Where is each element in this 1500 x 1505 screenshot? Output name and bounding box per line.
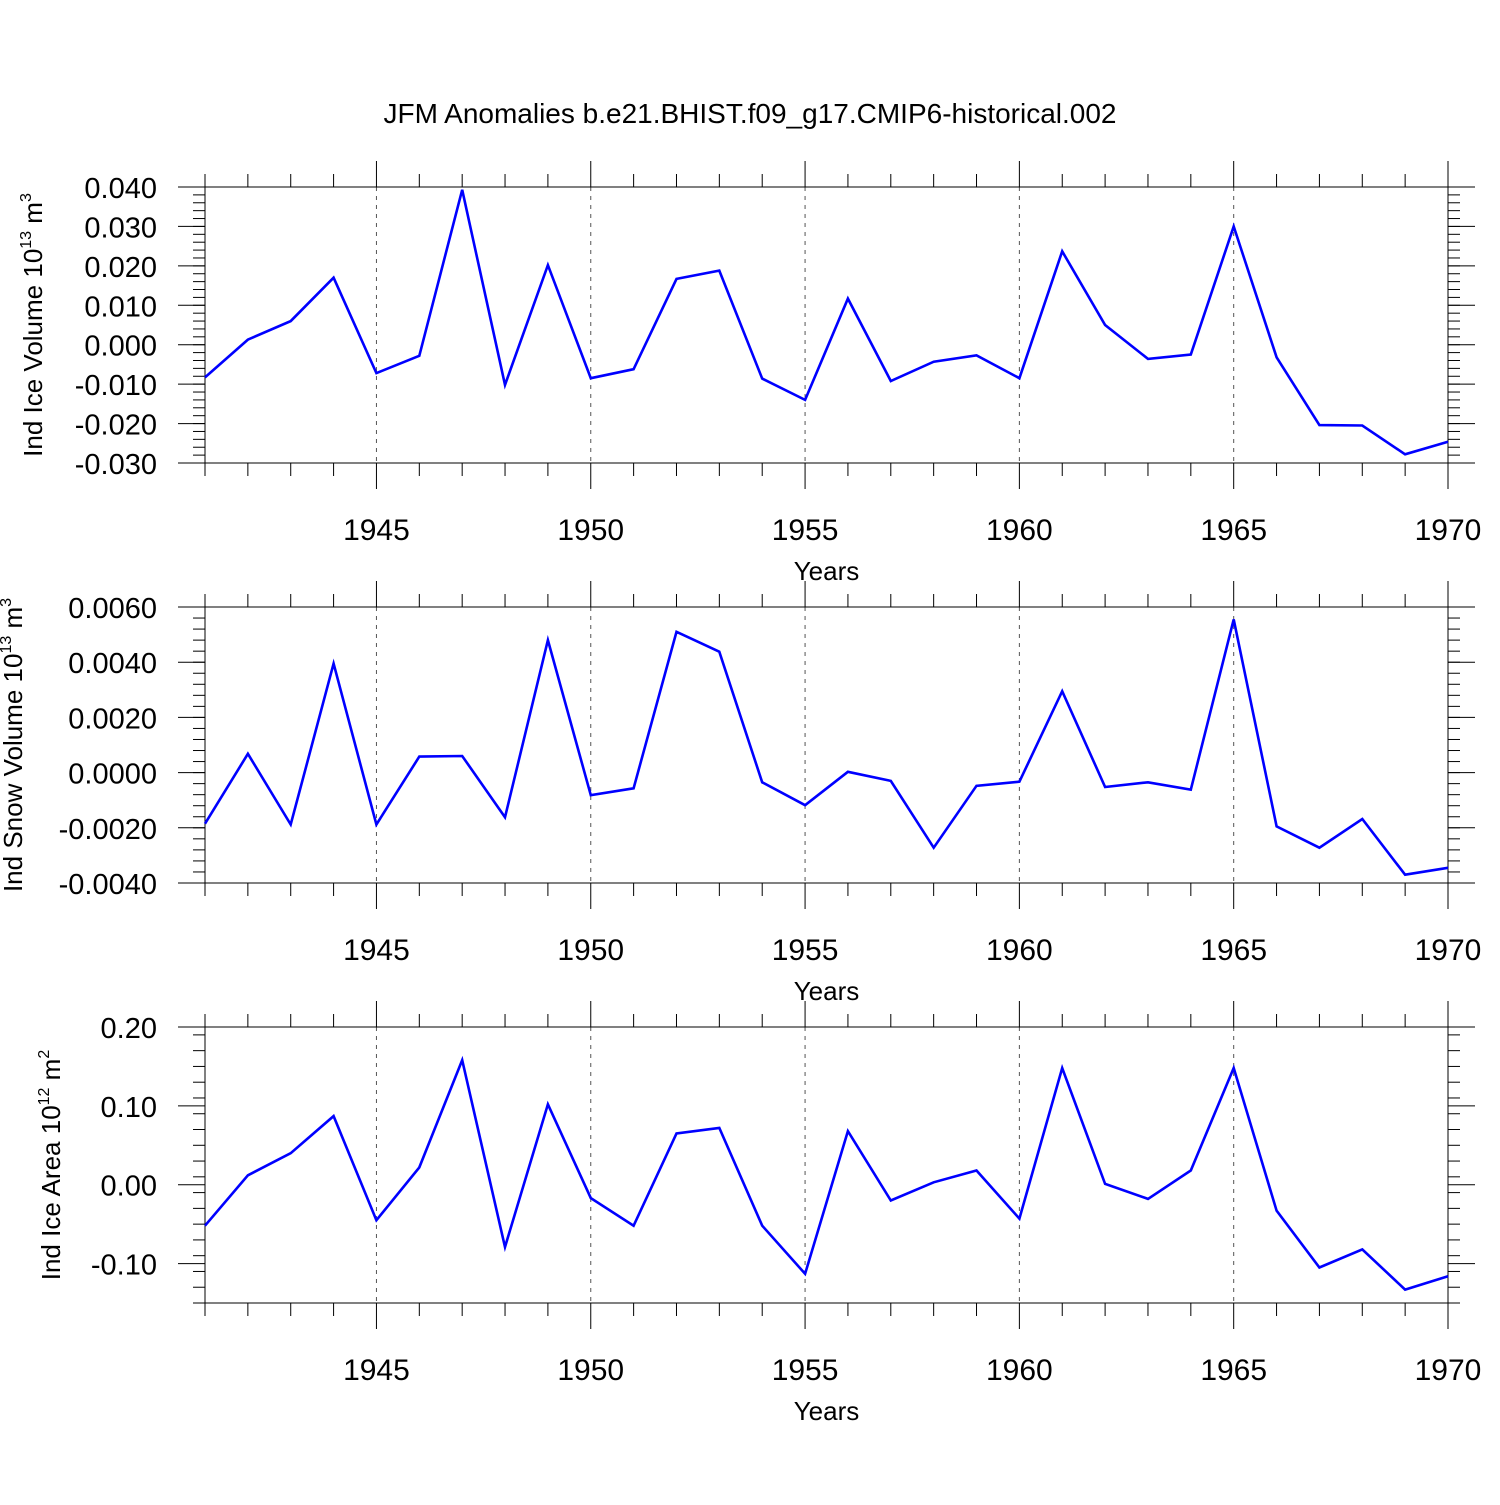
x-tick-label: 1950	[557, 1354, 624, 1387]
x-tick-label: 1955	[772, 514, 839, 547]
x-tick-label: 1960	[986, 514, 1053, 547]
y-tick-label: -0.030	[75, 449, 157, 481]
x-tick-label: 1945	[343, 514, 410, 547]
x-tick-label: 1965	[1200, 1354, 1267, 1387]
y-tick-label: 0.010	[84, 291, 157, 323]
x-tick-label: 1970	[1415, 934, 1482, 967]
x-axis-label: Years	[794, 1396, 860, 1426]
y-axis-label: Ind Snow Volume 1013 m3	[0, 598, 28, 892]
series-line	[205, 619, 1448, 874]
x-tick-label: 1955	[772, 1354, 839, 1387]
y-tick-label: 0.0020	[68, 703, 157, 735]
y-tick-label: 0.0060	[68, 593, 157, 625]
x-axis-label: Years	[794, 976, 860, 1006]
x-tick-label: 1970	[1415, 1354, 1482, 1387]
y-tick-label: -0.0040	[59, 869, 157, 901]
y-tick-label: -0.10	[91, 1250, 157, 1282]
series-line	[205, 190, 1448, 455]
y-axis-label: Ind Ice Volume 1013 m3	[18, 193, 48, 457]
y-tick-label: 0.0040	[68, 648, 157, 680]
x-tick-label: 1950	[557, 934, 624, 967]
x-tick-label: 1970	[1415, 514, 1482, 547]
x-tick-label: 1945	[343, 934, 410, 967]
y-axis-label: Ind Ice Area 1012 m2	[36, 1050, 66, 1281]
figure-title: JFM Anomalies b.e21.BHIST.f09_g17.CMIP6-…	[0, 98, 1500, 130]
panel-3: -0.10 0.00 0.10 0.20 1945 1950 1955 1960 1965 197…	[36, 1001, 1481, 1426]
x-axis-label: Years	[794, 556, 860, 586]
y-tick-label: 0.020	[84, 252, 157, 284]
x-tick-label: 1965	[1200, 934, 1267, 967]
y-tick-label: 0.030	[84, 212, 157, 244]
x-tick-label: 1960	[986, 934, 1053, 967]
x-tick-label: 1965	[1200, 514, 1267, 547]
x-tick-label: 1960	[986, 1354, 1053, 1387]
series-line	[205, 1060, 1448, 1290]
y-tick-label: -0.020	[75, 410, 157, 442]
plot-frame	[205, 607, 1448, 883]
y-tick-label: 0.000	[84, 331, 157, 363]
y-tick-label: -0.0020	[59, 814, 157, 846]
x-tick-label: 1945	[343, 1354, 410, 1387]
panel-1: -0.030 -0.020 -0.010 0.000 0.010 0.020 0.030 0.…	[18, 161, 1481, 586]
x-tick-label: 1955	[772, 934, 839, 967]
y-tick-label: -0.010	[75, 370, 157, 402]
y-tick-label: 0.10	[101, 1092, 157, 1124]
plot-frame	[205, 187, 1448, 463]
x-tick-label: 1950	[557, 514, 624, 547]
y-tick-label: 0.00	[101, 1171, 157, 1203]
y-tick-label: 0.040	[84, 173, 157, 205]
y-tick-label: 0.0000	[68, 759, 157, 791]
panel-2: -0.0040 -0.0020 0.0000 0.0020 0.0040 0.0060 19…	[0, 581, 1481, 1006]
y-tick-label: 0.20	[101, 1013, 157, 1045]
